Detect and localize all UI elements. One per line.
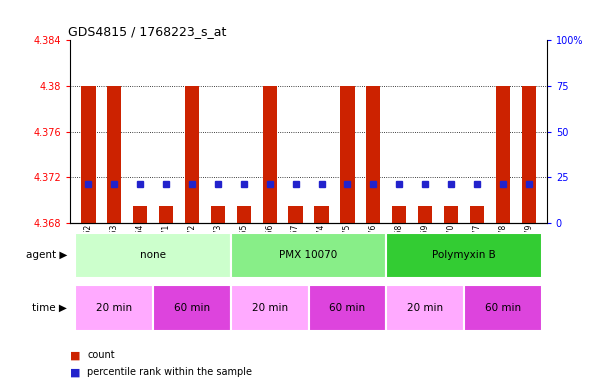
- Text: Polymyxin B: Polymyxin B: [432, 250, 496, 260]
- Text: count: count: [87, 350, 115, 360]
- Text: agent ▶: agent ▶: [26, 250, 67, 260]
- Text: 60 min: 60 min: [485, 303, 521, 313]
- Bar: [231, 285, 309, 331]
- Bar: [75, 285, 153, 331]
- Bar: [211, 205, 225, 223]
- Bar: [81, 86, 95, 223]
- Bar: [231, 233, 386, 278]
- Text: percentile rank within the sample: percentile rank within the sample: [87, 367, 252, 377]
- Text: 20 min: 20 min: [97, 303, 133, 313]
- Bar: [153, 285, 231, 331]
- Bar: [185, 86, 199, 223]
- Text: time ▶: time ▶: [32, 303, 67, 313]
- Text: 20 min: 20 min: [407, 303, 443, 313]
- Bar: [107, 86, 122, 223]
- Bar: [159, 205, 174, 223]
- Bar: [315, 205, 329, 223]
- Bar: [386, 285, 464, 331]
- Bar: [133, 205, 147, 223]
- Bar: [464, 285, 542, 331]
- Bar: [263, 86, 277, 223]
- Bar: [418, 205, 432, 223]
- Text: none: none: [140, 250, 166, 260]
- Bar: [309, 285, 386, 331]
- Text: 20 min: 20 min: [252, 303, 288, 313]
- Bar: [386, 233, 542, 278]
- Bar: [340, 86, 354, 223]
- Bar: [444, 205, 458, 223]
- Bar: [522, 86, 536, 223]
- Text: GDS4815 / 1768223_s_at: GDS4815 / 1768223_s_at: [68, 25, 226, 38]
- Bar: [236, 205, 251, 223]
- Bar: [75, 233, 231, 278]
- Text: ■: ■: [70, 350, 81, 360]
- Bar: [470, 205, 484, 223]
- Bar: [392, 205, 406, 223]
- Bar: [366, 86, 381, 223]
- Bar: [288, 205, 302, 223]
- Text: PMX 10070: PMX 10070: [279, 250, 338, 260]
- Text: 60 min: 60 min: [329, 303, 365, 313]
- Bar: [496, 86, 510, 223]
- Text: ■: ■: [70, 367, 81, 377]
- Text: 60 min: 60 min: [174, 303, 210, 313]
